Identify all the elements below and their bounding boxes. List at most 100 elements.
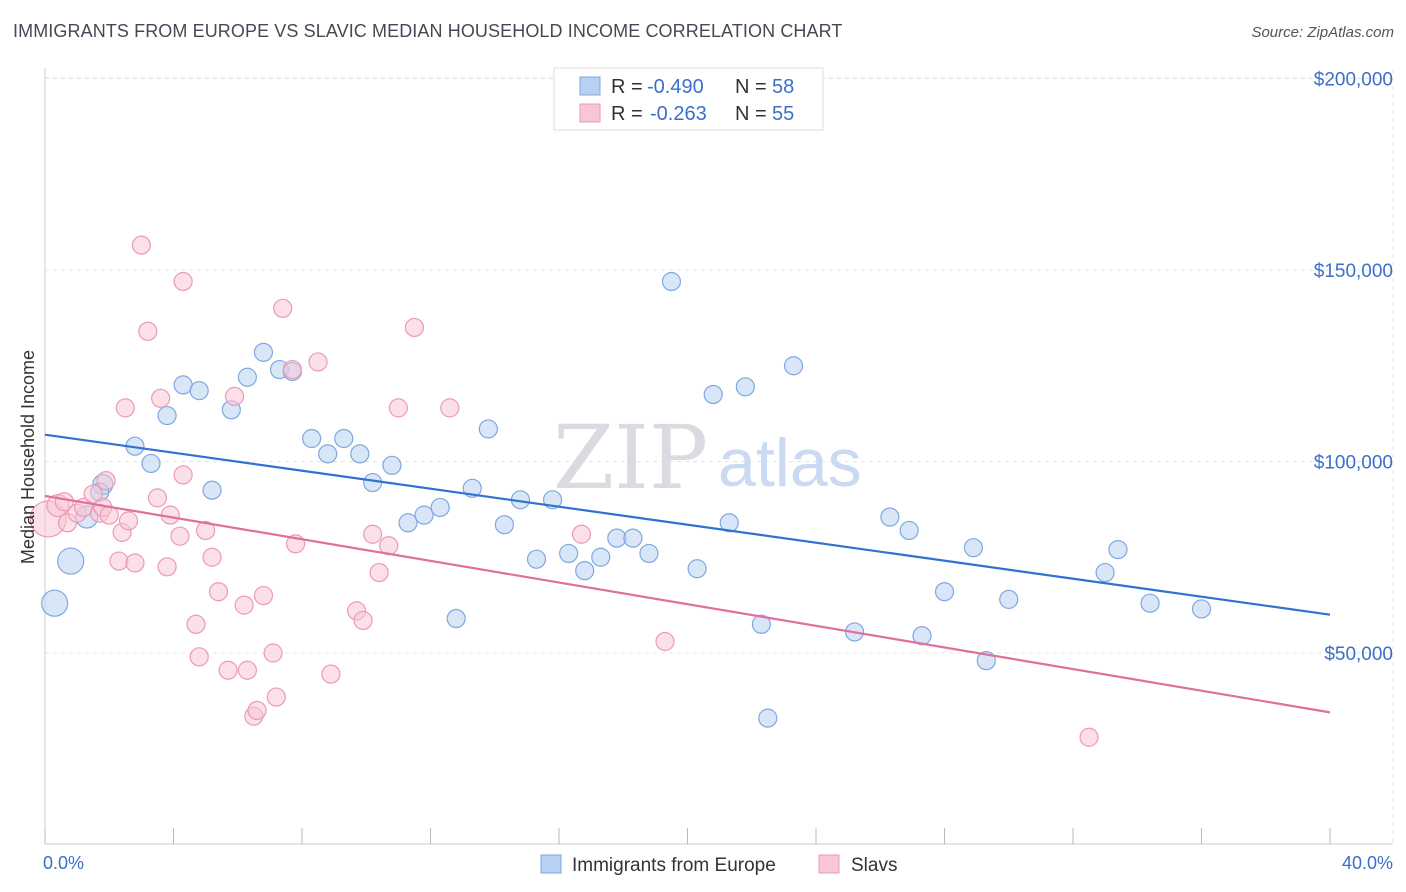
- immigrants-point-23: [414, 505, 434, 525]
- trend-line-immigrants: [44, 433, 1331, 616]
- immigrants-point-6: [141, 453, 161, 474]
- immigrants-point-1: [57, 547, 85, 575]
- slavs-point-53: [655, 631, 675, 652]
- slavs-point-51: [440, 398, 460, 418]
- slavs-point-54: [1079, 727, 1099, 747]
- immigrants-point-18: [334, 428, 354, 449]
- slavs-point-46: [363, 524, 383, 544]
- series-immigrants-points: [41, 271, 1212, 728]
- slavs-point-18: [147, 488, 168, 508]
- legend-swatch-pink: [579, 103, 601, 123]
- watermark-atlas: atlas: [718, 425, 862, 501]
- legend-swatch-blue: [579, 76, 601, 96]
- y-tick-label-0: $50,000: [1324, 644, 1393, 665]
- immigrants-point-12: [237, 367, 257, 387]
- y-axis-label: Median Household Income: [18, 350, 38, 564]
- legend-r-value-1: -0.490: [647, 76, 704, 98]
- immigrants-point-53: [999, 589, 1019, 609]
- slavs-point-13: [115, 398, 135, 418]
- slavs-point-27: [196, 520, 216, 541]
- slavs-point-49: [388, 398, 408, 418]
- legend-bottom-label-blue: Immigrants from Europe: [572, 855, 776, 876]
- legend-bottom: Immigrants from Europe Slavs: [540, 854, 897, 876]
- slavs-point-35: [247, 700, 267, 721]
- slavs-point-23: [173, 465, 193, 485]
- immigrants-point-17: [318, 444, 338, 464]
- immigrants-point-50: [934, 582, 955, 602]
- immigrants-point-21: [382, 455, 402, 475]
- trend-line-slavs: [44, 494, 1331, 714]
- immigrants-point-44: [758, 708, 778, 728]
- slavs-point-31: [224, 386, 245, 406]
- slavs-point-29: [208, 582, 229, 602]
- watermark: ZIP atlas: [553, 406, 862, 509]
- immigrants-point-28: [494, 515, 514, 535]
- immigrants-point-57: [1191, 599, 1212, 619]
- immigrants-point-41: [719, 513, 739, 533]
- immigrants-point-9: [189, 381, 209, 401]
- slavs-point-42: [308, 352, 328, 372]
- immigrants-point-19: [350, 444, 370, 464]
- legend-r-value-2: -0.263: [650, 103, 707, 125]
- legend-top: R = -0.490 N = 58 R = -0.263 N = 55: [553, 67, 824, 131]
- legend-r-label-2: R =: [611, 103, 643, 125]
- immigrants-point-32: [559, 543, 579, 564]
- slavs-point-20: [157, 557, 177, 577]
- series-slavs-points: [29, 235, 1099, 747]
- slavs-point-22: [170, 526, 190, 546]
- slavs-point-45: [353, 610, 373, 631]
- slavs-point-52: [571, 524, 592, 544]
- immigrants-point-56: [1140, 593, 1160, 613]
- slavs-point-24: [173, 271, 193, 292]
- slavs-point-14: [125, 553, 145, 573]
- immigrants-point-33: [575, 561, 595, 581]
- legend-bottom-swatch-pink: [818, 854, 840, 874]
- y-tick-label-3: $200,000: [1314, 70, 1393, 91]
- chart-title: IMMIGRANTS FROM EUROPE VS SLAVIC MEDIAN …: [13, 21, 843, 41]
- slavs-point-36: [253, 585, 274, 606]
- x-tick-labels: 0.0% 40.0%: [43, 853, 1393, 873]
- immigrants-point-55: [1108, 539, 1128, 560]
- axes: [44, 68, 1393, 845]
- immigrants-point-35: [607, 528, 627, 548]
- legend-n-value-2: 55: [772, 103, 794, 125]
- slavs-point-9: [96, 471, 116, 491]
- slavs-point-43: [321, 664, 341, 684]
- immigrants-point-36: [623, 528, 643, 548]
- trend-lines: [44, 433, 1331, 714]
- immigrants-point-39: [687, 559, 707, 579]
- slavs-point-25: [186, 614, 206, 634]
- slavs-point-32: [234, 595, 254, 615]
- legend-r-label-1: R =: [611, 76, 643, 98]
- immigrants-point-7: [157, 405, 177, 426]
- legend-n-label-1: N =: [735, 76, 767, 98]
- slavs-point-30: [218, 660, 238, 680]
- immigrants-point-34: [591, 547, 611, 567]
- x-tick-label-0: 0.0%: [43, 853, 84, 873]
- legend-bottom-swatch-blue: [540, 854, 562, 874]
- immigrants-point-45: [783, 356, 804, 376]
- legend-bottom-label-pink: Slavs: [851, 855, 897, 876]
- immigrants-point-42: [735, 377, 755, 397]
- immigrants-point-51: [963, 538, 984, 558]
- legend-n-label-2: N =: [735, 103, 767, 125]
- immigrants-point-10: [202, 480, 222, 500]
- immigrants-point-30: [526, 549, 547, 569]
- immigrants-point-25: [446, 608, 466, 629]
- slavs-point-37: [263, 643, 283, 663]
- slavs-point-16: [131, 235, 151, 255]
- immigrants-point-24: [430, 497, 450, 518]
- gridlines: [45, 70, 1394, 844]
- y-tick-label-1: $100,000: [1314, 453, 1393, 474]
- immigrants-point-48: [899, 520, 919, 541]
- slavs-point-39: [273, 298, 293, 318]
- immigrants-point-43: [751, 614, 771, 634]
- slavs-point-15: [118, 511, 139, 531]
- slavs-point-47: [369, 562, 389, 583]
- slavs-point-17: [138, 321, 158, 341]
- slavs-point-50: [404, 317, 425, 338]
- slavs-point-28: [202, 547, 222, 567]
- slavs-point-26: [189, 647, 209, 667]
- immigrants-point-8: [173, 375, 193, 395]
